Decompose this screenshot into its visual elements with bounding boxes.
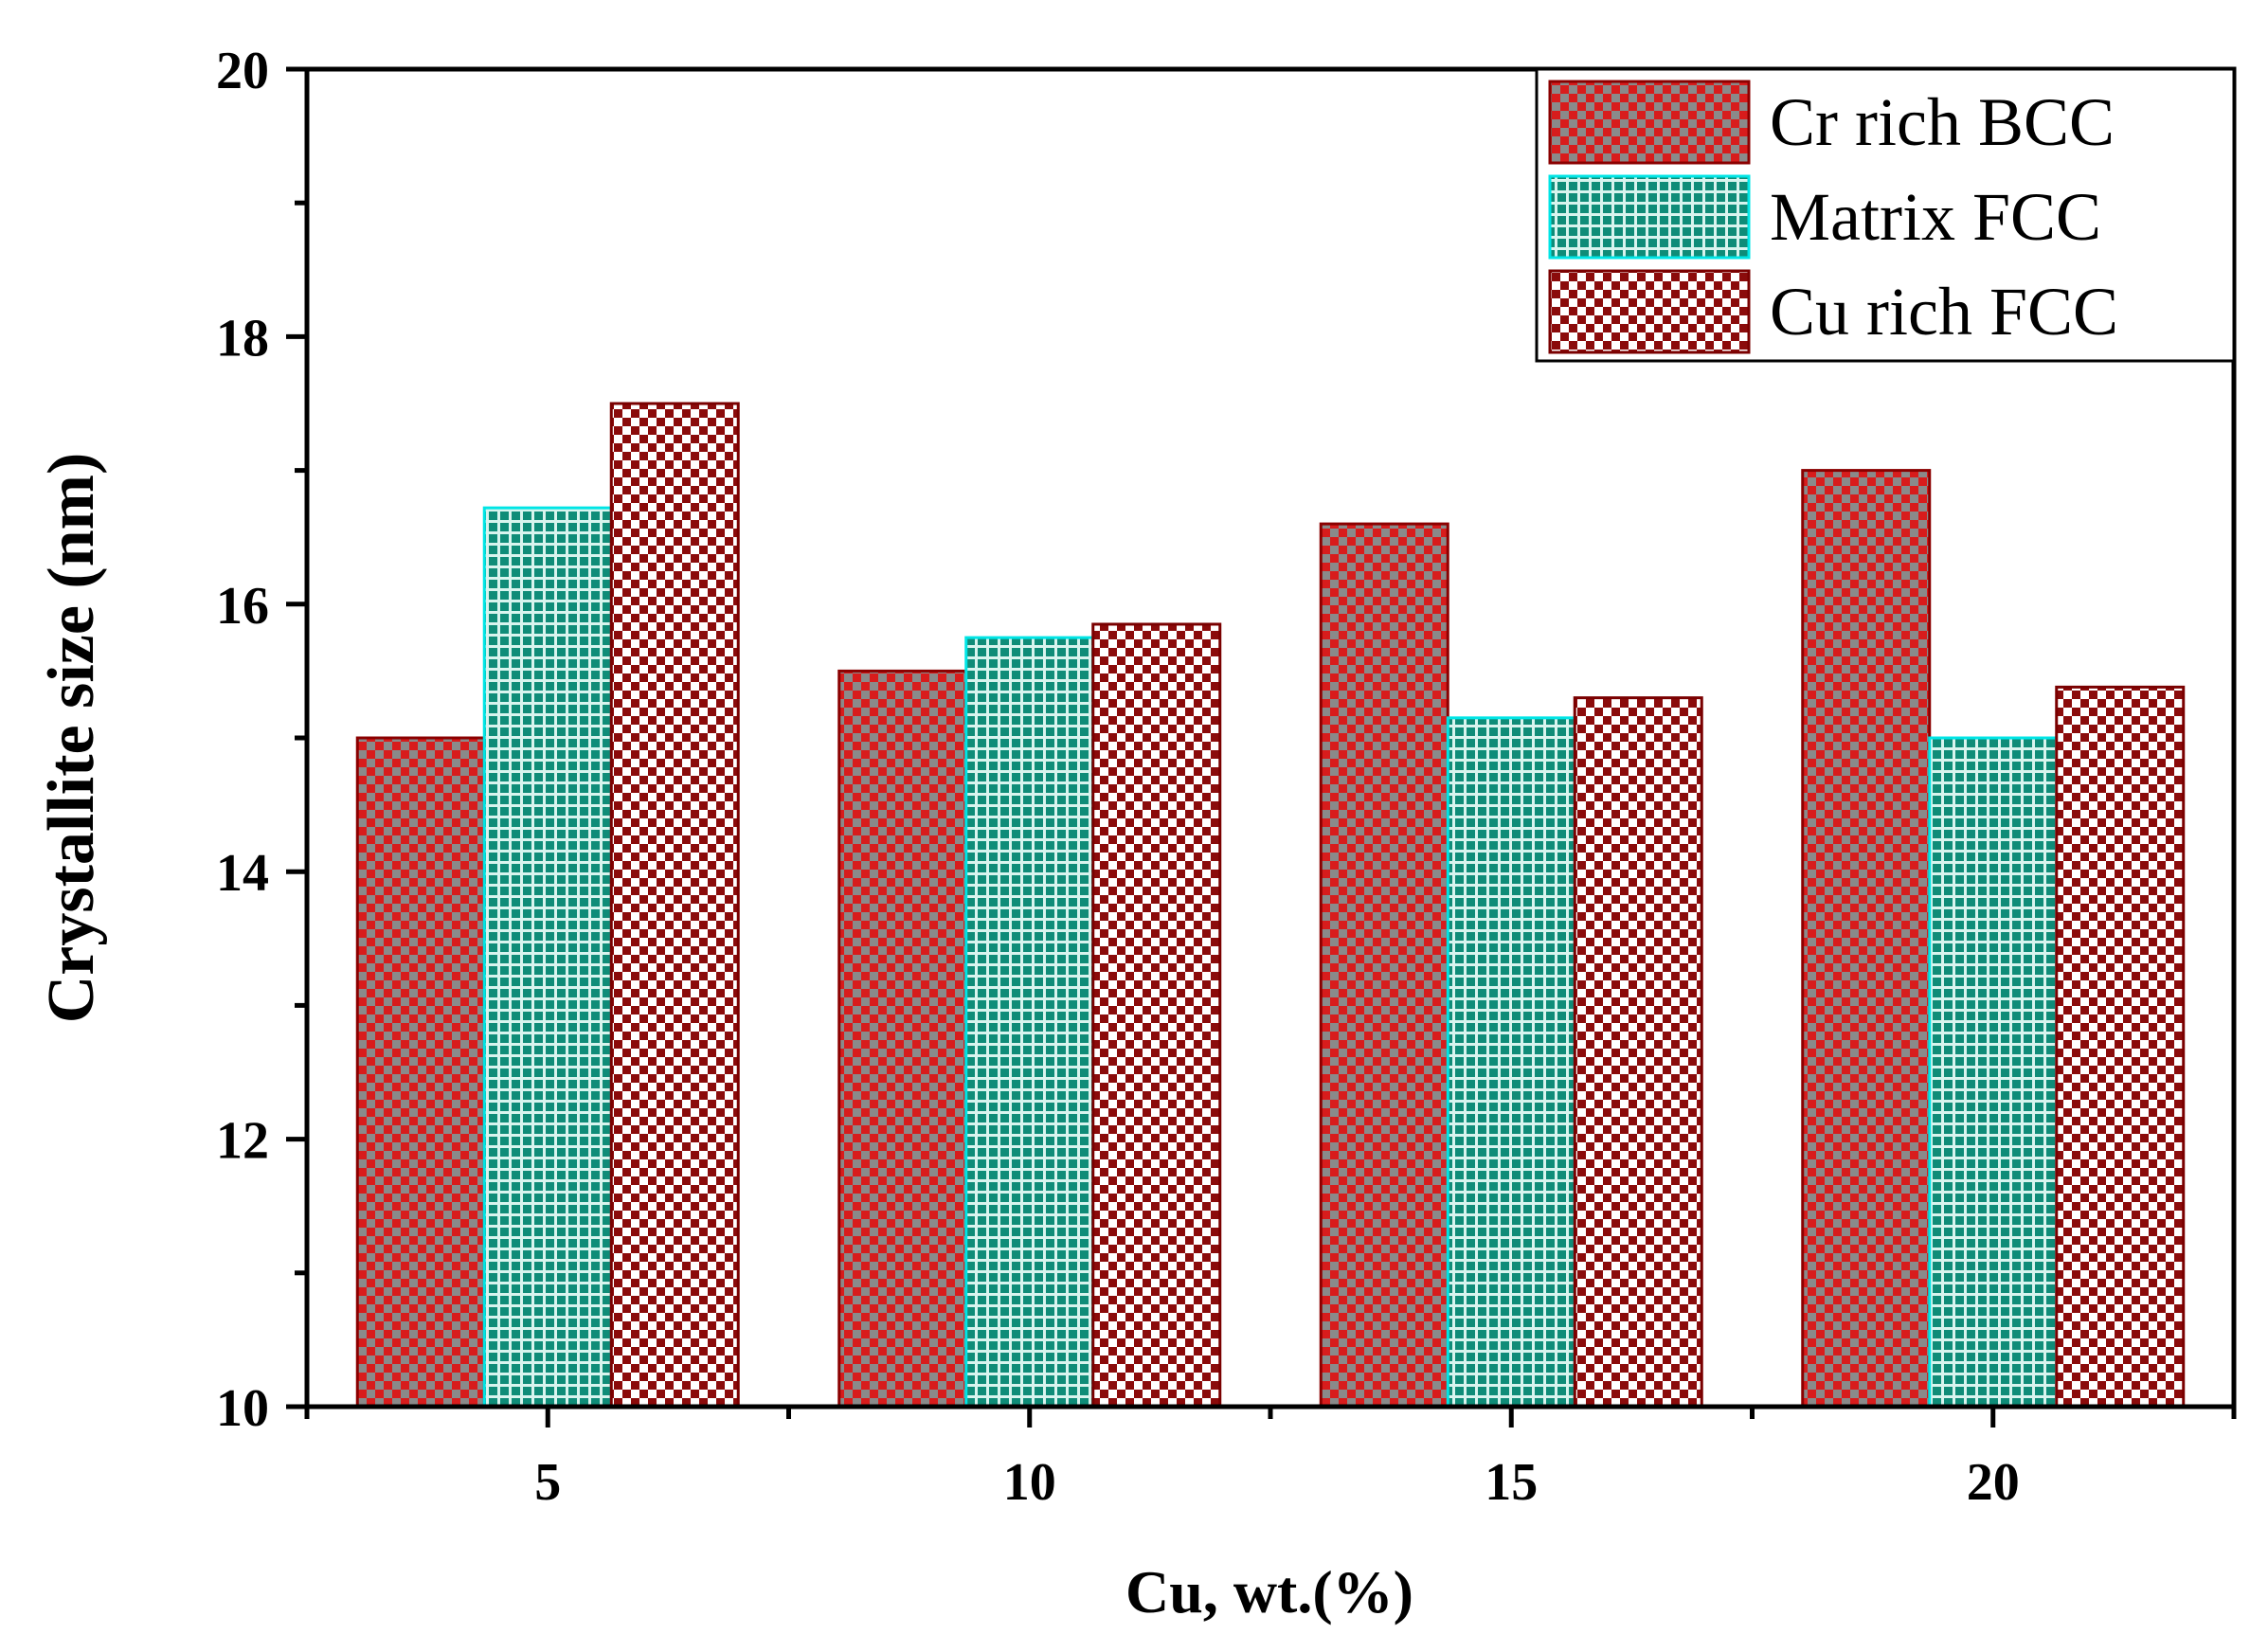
legend-item: Matrix FCC <box>1548 174 2101 260</box>
y-axis: 10 12 14 16 18 20 <box>216 42 307 1438</box>
bar <box>1801 469 1932 1409</box>
bar <box>355 736 486 1409</box>
x-tick-label: 5 <box>534 1453 561 1512</box>
legend-item: Cu rich FCC <box>1548 269 2118 354</box>
series-matrix-fcc <box>482 506 2059 1409</box>
bar <box>1091 622 1222 1409</box>
legend-swatch <box>1548 174 1751 260</box>
x-axis: 5 10 15 20 <box>304 1407 2237 1512</box>
y-tick-label: 12 <box>216 1112 269 1171</box>
x-tick-label: 10 <box>1003 1453 1056 1512</box>
y-tick-label: 10 <box>216 1379 269 1438</box>
legend-swatch <box>1548 80 1751 165</box>
y-tick-label: 14 <box>216 844 269 903</box>
x-tick-label: 20 <box>1967 1453 2020 1512</box>
x-tick-label: 15 <box>1485 1453 1538 1512</box>
y-axis-title: Crystallite size (nm) <box>35 453 108 1024</box>
bar <box>837 669 968 1409</box>
legend-item: Cr rich BCC <box>1548 80 2115 165</box>
y-tick-label: 16 <box>216 577 269 636</box>
y-tick-label: 20 <box>216 42 269 100</box>
y-tick-label: 18 <box>216 309 269 368</box>
bar <box>964 636 1095 1409</box>
legend-label: Cu rich FCC <box>1770 274 2118 350</box>
x-axis-title: Cu, wt.(%) <box>1125 1558 1413 1625</box>
legend-label: Matrix FCC <box>1770 179 2101 255</box>
legend: Cr rich BCC Matrix FCC Cu rich FCC <box>1535 67 2236 363</box>
legend-swatch <box>1548 269 1751 354</box>
series-cr-rich-bcc <box>355 469 1932 1409</box>
bar <box>1573 696 1703 1409</box>
bar <box>609 402 740 1409</box>
bar <box>482 506 613 1409</box>
bar <box>2055 685 2186 1409</box>
bar <box>1446 716 1576 1409</box>
bar <box>1928 736 2059 1409</box>
bar <box>1319 522 1449 1409</box>
legend-label: Cr rich BCC <box>1770 84 2115 160</box>
bars-layer <box>355 402 2186 1409</box>
